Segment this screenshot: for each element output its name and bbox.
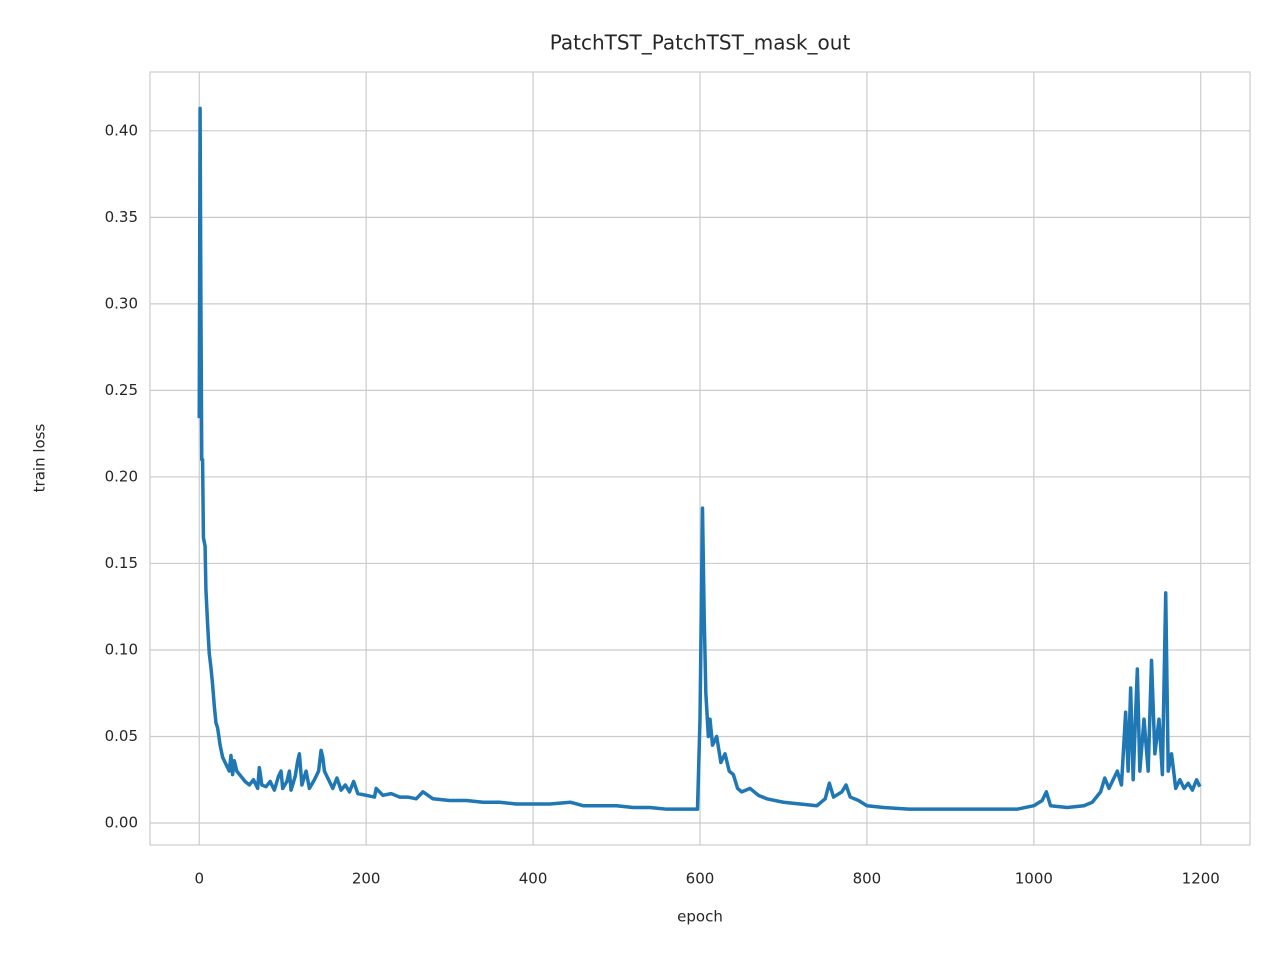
y-axis-label: train loss [31, 423, 49, 492]
y-tick-label: 0.40 [105, 121, 138, 139]
x-axis-label: epoch [677, 908, 723, 926]
x-tick-label: 200 [352, 870, 381, 888]
x-tick-label: 1200 [1182, 870, 1220, 888]
x-tick-label: 800 [853, 870, 882, 888]
x-tick-label: 1000 [1015, 870, 1053, 888]
y-tick-label: 0.10 [105, 640, 138, 658]
chart-title: PatchTST_PatchTST_mask_out [550, 31, 851, 55]
data-line [197, 106, 1202, 811]
y-tick-label: 0.35 [105, 208, 138, 226]
y-tick-label: 0.30 [105, 294, 138, 312]
x-tick-label: 0 [194, 870, 204, 888]
x-tick-label: 400 [519, 870, 548, 888]
y-tick-label: 0.05 [105, 727, 138, 745]
y-tick-label: 0.20 [105, 467, 138, 485]
y-tick-label: 0.00 [105, 814, 138, 832]
y-tick-label: 0.15 [105, 554, 138, 572]
x-tick-label: 600 [686, 870, 715, 888]
y-tick-label: 0.25 [105, 381, 138, 399]
